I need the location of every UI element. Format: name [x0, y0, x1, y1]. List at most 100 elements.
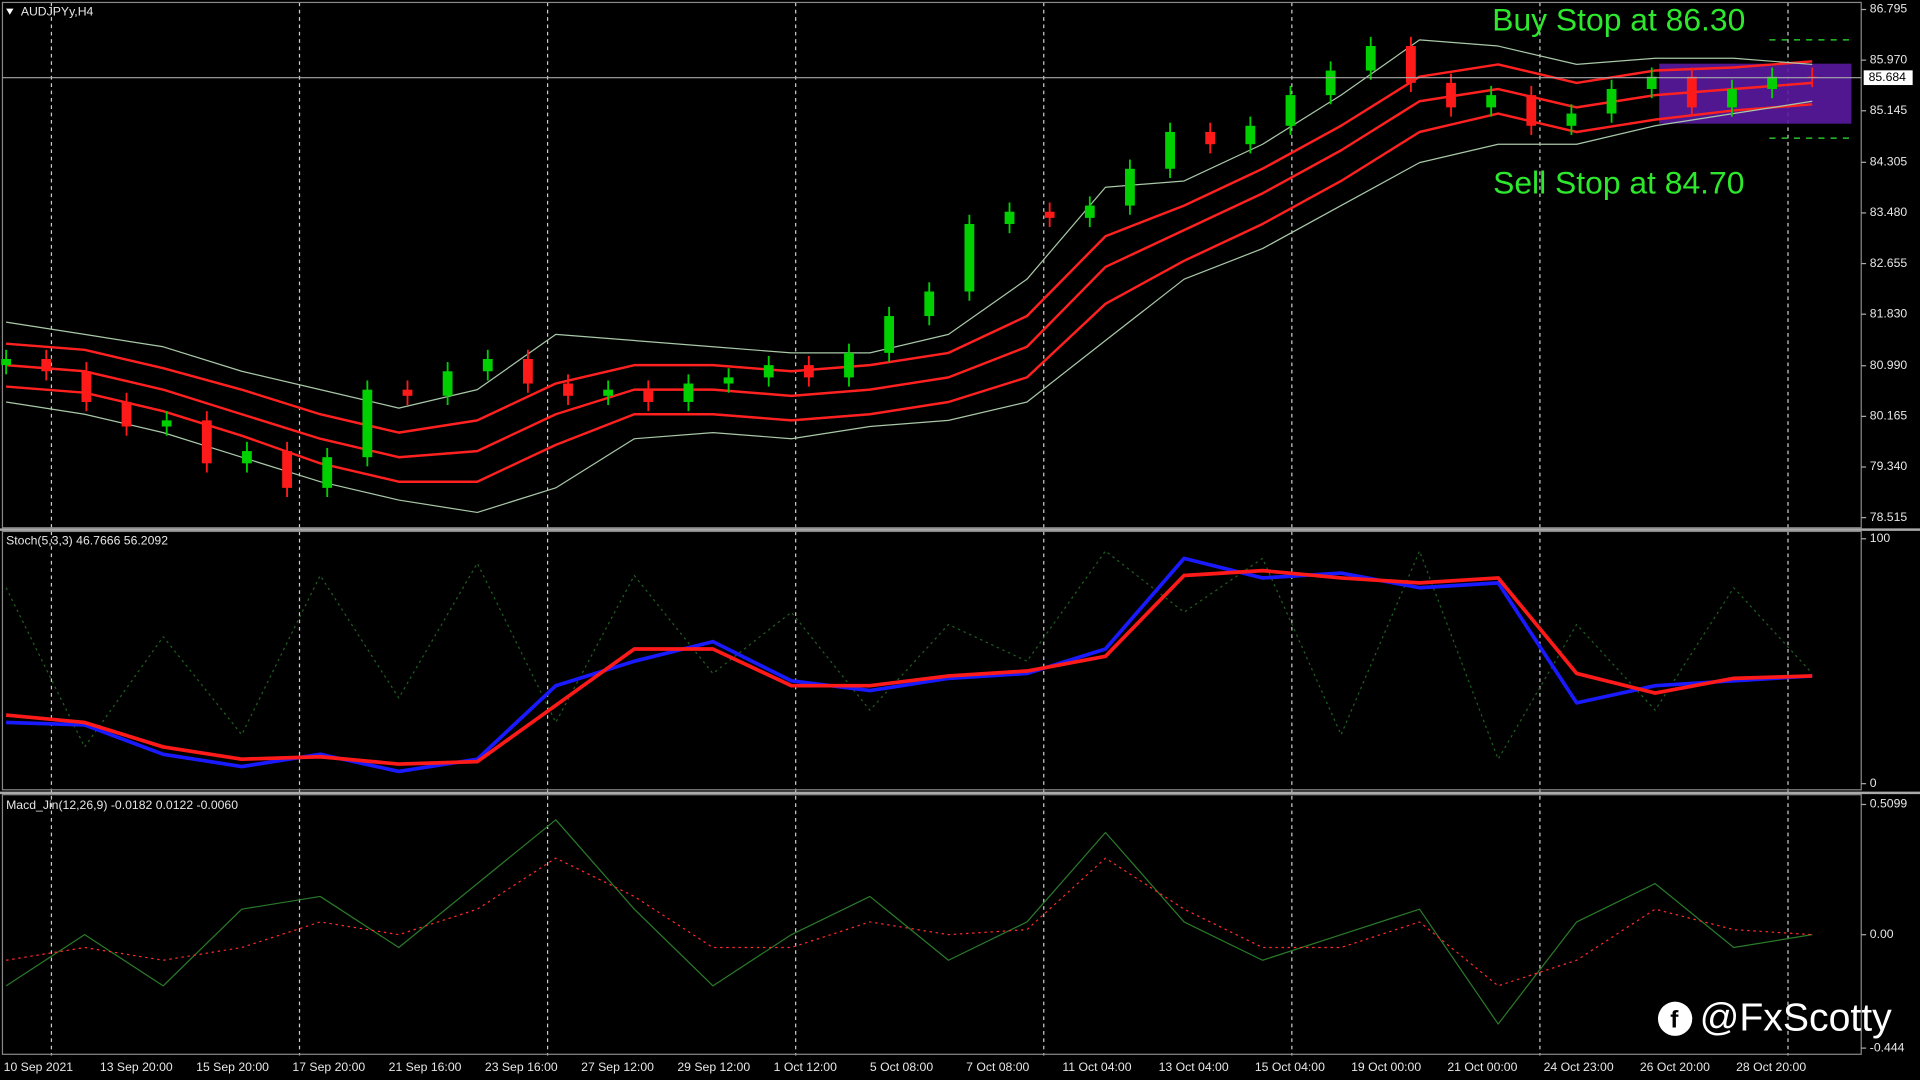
watermark-icon [1657, 1001, 1693, 1036]
y-tick-label: 0.5099 [1870, 797, 1908, 811]
watermark-icon-glyph: f [1670, 1007, 1679, 1034]
indicator-line [6, 857, 1813, 987]
candle-body [1566, 113, 1577, 126]
indicator-line [6, 60, 1813, 434]
x-tick-label: 17 Sep 20:00 [292, 1060, 365, 1074]
stoch-label: Stoch(5,3,3) 46.7666 56.2092 [6, 533, 168, 547]
annotation: Sell Stop at 84.70 [1493, 164, 1744, 200]
y-tick-label: 0 [1870, 776, 1877, 790]
y-tick-label: 80.165 [1870, 409, 1908, 423]
candle-body [1727, 88, 1737, 108]
symbol-arrow [6, 8, 14, 15]
candle-body [1646, 76, 1657, 89]
candle-body [1446, 82, 1456, 108]
x-tick-label: 24 Oct 23:00 [1544, 1060, 1614, 1074]
candle-body [1526, 95, 1537, 126]
stoch-panel-border [1, 530, 1862, 791]
watermark: f @FxScotty [1657, 996, 1893, 1039]
x-tick-label: 15 Sep 20:00 [196, 1060, 269, 1074]
x-tick-label: 13 Sep 20:00 [100, 1060, 173, 1074]
candle-body [522, 358, 533, 384]
x-tick-label: 26 Oct 20:00 [1640, 1060, 1710, 1074]
annotation: Buy Stop at 86.30 [1492, 1, 1745, 37]
candle-body [1004, 211, 1015, 224]
candle-body [1125, 168, 1135, 206]
indicator-line [6, 103, 1813, 483]
candle-body [161, 420, 172, 427]
x-tick-label: 15 Oct 04:00 [1255, 1060, 1325, 1074]
candle-body [322, 457, 333, 488]
indicator-line [5, 819, 1813, 1025]
candle-body [603, 389, 614, 396]
candle-body [1365, 46, 1376, 71]
x-tick-label: 21 Sep 16:00 [389, 1060, 462, 1074]
y-tick-label: -0.444 [1870, 1040, 1905, 1054]
candle-body [964, 223, 975, 292]
x-tick-label: 28 Oct 20:00 [1736, 1060, 1806, 1074]
candle-body [844, 352, 854, 378]
candle-body [1325, 70, 1336, 96]
candle-body [282, 451, 292, 488]
candle-body [1084, 205, 1095, 218]
y-tick-label: 78.515 [1870, 510, 1908, 524]
x-tick-label: 11 Oct 04:00 [1062, 1060, 1131, 1074]
candle-body [1205, 131, 1216, 145]
y-tick-label: 84.305 [1870, 155, 1908, 169]
candle-body [242, 451, 252, 464]
x-tick-label: 21 Oct 00:00 [1447, 1060, 1517, 1074]
candle-body [643, 389, 654, 402]
y-tick-label: 81.830 [1870, 306, 1908, 320]
candle-body [723, 377, 734, 384]
candle-body [201, 420, 212, 464]
x-tick-label: 13 Oct 04:00 [1159, 1060, 1229, 1074]
candle-body [81, 371, 92, 402]
candle-body [482, 358, 493, 372]
candle-body [683, 383, 694, 402]
candle-body [563, 383, 573, 396]
candle-body [362, 389, 373, 458]
current-price-box [1863, 70, 1913, 86]
candle-body [41, 358, 52, 372]
candle-body [1165, 131, 1175, 169]
indicator-line [6, 39, 1813, 409]
x-tick-label: 19 Oct 00:00 [1351, 1060, 1421, 1074]
y-tick-label: 100 [1870, 531, 1891, 545]
candle-body [1245, 125, 1256, 145]
current-price-label: 85.684 [1869, 70, 1907, 84]
candle-body [1285, 95, 1296, 126]
y-tick-label: 80.990 [1870, 358, 1908, 372]
y-tick-label: 83.480 [1870, 205, 1908, 219]
x-tick-label: 29 Sep 12:00 [677, 1060, 750, 1074]
candle-body [1486, 95, 1497, 108]
candle-body [1044, 211, 1055, 218]
macd-label: Macd_Jin(12,26,9) -0.0182 0.0122 -0.0060 [6, 798, 238, 812]
indicator-line [5, 550, 1813, 760]
y-tick-label: 82.655 [1870, 256, 1908, 270]
x-tick-label: 1 Oct 12:00 [774, 1060, 837, 1074]
candle-body [1, 358, 12, 366]
x-tick-label: 5 Oct 08:00 [870, 1060, 933, 1074]
indicator-line [6, 100, 1813, 514]
x-tick-label: 27 Sep 12:00 [581, 1060, 654, 1074]
y-tick-label: 0.00 [1870, 927, 1894, 941]
candle-body [884, 316, 895, 353]
x-tick-label: 7 Oct 08:00 [966, 1060, 1029, 1074]
x-tick-label: 23 Sep 16:00 [485, 1060, 558, 1074]
symbol-label: AUDJPYy,H4 [21, 4, 94, 18]
candle-body [924, 291, 935, 317]
indicator-line [6, 81, 1813, 459]
price-panel-border [1, 1, 1862, 529]
candle-body [1606, 88, 1617, 114]
candle-body [121, 401, 132, 427]
macd-panel-border [1, 794, 1862, 1055]
watermark-text: @FxScotty [1700, 996, 1893, 1039]
candle-body [763, 365, 774, 378]
candle-body [1405, 46, 1416, 83]
candle-body [803, 365, 814, 378]
y-tick-label: 86.795 [1870, 2, 1908, 16]
candle-body [1767, 76, 1778, 89]
x-tick-label: 10 Sep 2021 [4, 1060, 74, 1074]
y-tick-label: 85.145 [1870, 103, 1908, 117]
